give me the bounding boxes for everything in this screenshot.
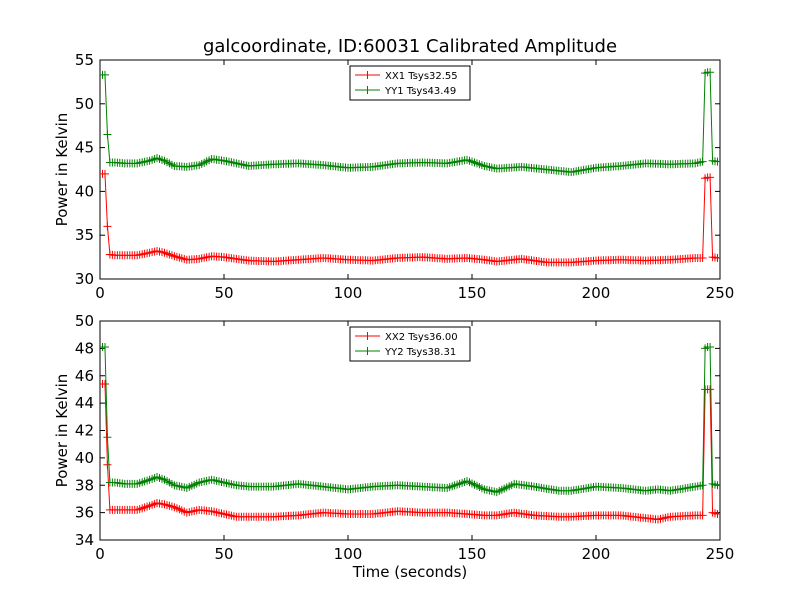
y-tick-label: 40: [75, 182, 94, 200]
legend-marker: [363, 86, 372, 94]
y-tick-label: 42: [75, 422, 94, 440]
legend-label: YY2 Tsys38.31: [384, 347, 456, 358]
x-tick-label: 100: [334, 545, 363, 563]
y-tick-label: 34: [75, 531, 94, 549]
series-xx: [100, 169, 720, 267]
y-tick-label: 46: [75, 367, 94, 385]
top-plot: 0 50 100 150 200 250 30 35 40 45 50 55 Power in Kelv…: [53, 51, 734, 302]
series-markers: [100, 343, 720, 497]
y-tick-label: 50: [75, 95, 94, 113]
chart-title: galcoordinate, ID:60031 Calibrated Ampli…: [203, 36, 617, 57]
series-line: [102, 383, 718, 520]
legend-box: [349, 65, 471, 101]
legend: XX2 Tsys36.00 YY2 Tsys38.31: [349, 326, 471, 362]
x-tick-label: 50: [214, 545, 233, 563]
plot-frame: [99, 59, 721, 280]
x-axis-label: Time (seconds): [352, 563, 468, 581]
series-yy: [100, 68, 720, 177]
y-axis-label: Power in Kelvin: [53, 113, 71, 227]
plot-area: [100, 68, 720, 267]
legend-label: YY1 Tsys43.49: [384, 86, 456, 97]
series-markers: [100, 380, 720, 524]
x-tick-label: 200: [582, 284, 611, 302]
legend-label: XX2 Tsys36.00: [385, 332, 458, 343]
plot-area: [100, 343, 720, 524]
x-tick-label: 100: [334, 284, 363, 302]
legend: XX1 Tsys32.55 YY1 Tsys43.49: [349, 65, 471, 101]
y-tick-label: 50: [75, 312, 94, 330]
legend-marker: [363, 71, 372, 79]
x-tick-label: 0: [95, 284, 105, 302]
series-markers: [100, 68, 720, 177]
y-tick-label: 48: [75, 339, 94, 357]
series-line: [102, 346, 718, 493]
x-tick-label: 150: [458, 545, 487, 563]
y-tick-label: 44: [75, 394, 94, 412]
series-yy: [100, 343, 720, 497]
legend-marker: [363, 347, 372, 355]
series-xx: [100, 380, 720, 524]
x-tick-label: 250: [706, 284, 735, 302]
y-tick-label: 36: [75, 504, 94, 522]
legend-marker: [363, 332, 372, 340]
x-tick-label: 50: [214, 284, 233, 302]
y-tick-label: 55: [75, 51, 94, 69]
x-tick-label: 150: [458, 284, 487, 302]
bottom-plot: 0 50 100 150 200 250 34 36 38 40 42 44 46 48 50 Power i…: [53, 312, 734, 581]
series-line: [102, 173, 718, 263]
legend-box: [349, 326, 471, 362]
y-tick-label: 38: [75, 476, 94, 494]
series-markers: [100, 169, 720, 267]
x-tick-label: 250: [706, 545, 735, 563]
x-tick-label: 0: [95, 545, 105, 563]
y-tick-label: 40: [75, 449, 94, 467]
y-tick-label: 35: [75, 226, 94, 244]
x-tick-label: 200: [582, 545, 611, 563]
y-tick-label: 30: [75, 270, 94, 288]
y-axis-label: Power in Kelvin: [53, 374, 71, 488]
y-tick-label: 45: [75, 139, 94, 157]
legend-label: XX1 Tsys32.55: [385, 71, 458, 82]
